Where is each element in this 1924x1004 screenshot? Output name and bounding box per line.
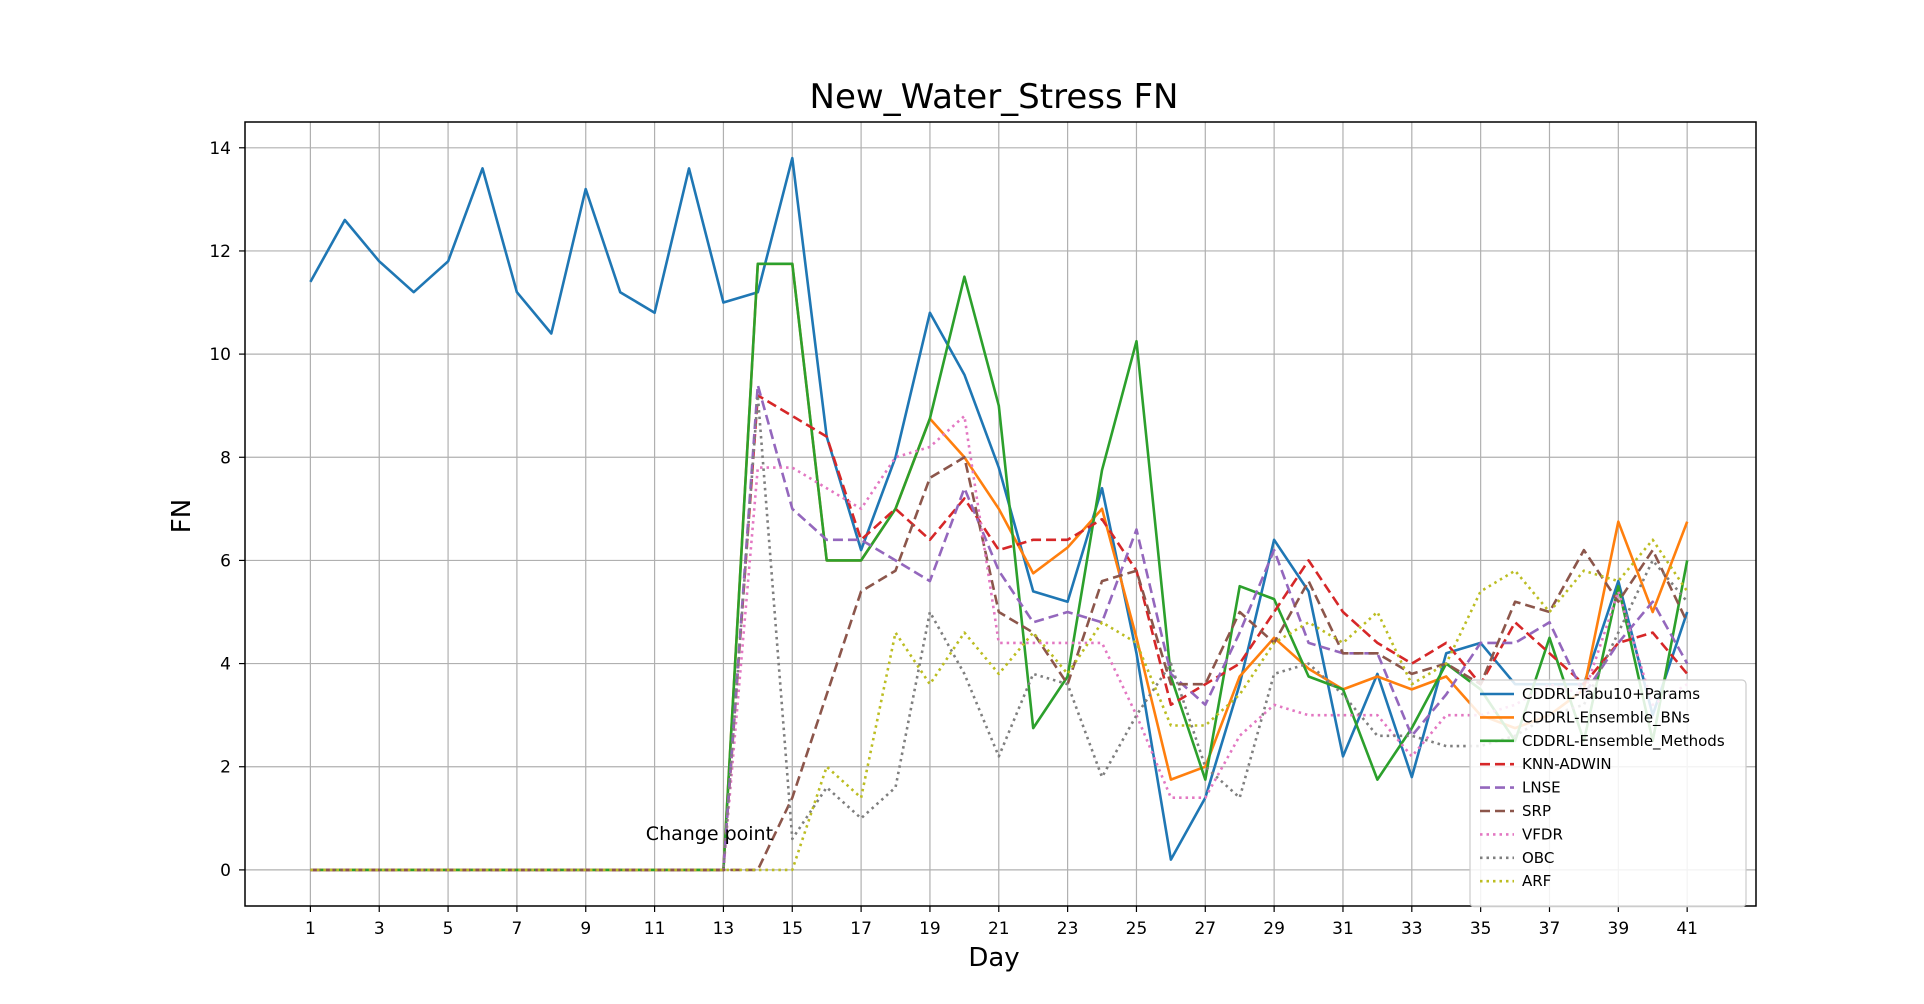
y-tick-label: 8: [220, 448, 231, 468]
y-tick-label: 10: [209, 345, 231, 365]
series-lines: [309, 156, 1689, 872]
x-tick-label: 39: [1608, 919, 1630, 939]
legend-label: CDDRL-Ensemble_Methods: [1522, 732, 1725, 751]
chart-title: New_Water_Stress FN: [810, 77, 1179, 117]
y-tick-label: 12: [209, 242, 231, 262]
legend: CDDRL-Tabu10+Params CDDRL-Ensemble_BNs CDD…: [1469, 679, 1747, 908]
x-tick-label: 3: [374, 919, 385, 939]
y-tick-label: 6: [220, 551, 231, 571]
x-tick-label: 23: [1057, 919, 1079, 939]
legend-label: OBC: [1522, 849, 1554, 867]
x-tick-label: 37: [1539, 919, 1561, 939]
axis-ticks: 1 3 5 7 9 11 13 15 17 19 21 23 25 27 29 31 33 35 37 39 41024…: [209, 139, 1698, 939]
x-tick-label: 13: [713, 919, 735, 939]
x-tick-label: 17: [850, 919, 872, 939]
legend-label: LNSE: [1522, 779, 1561, 797]
x-tick-label: 7: [511, 919, 522, 939]
legend-label: VFDR: [1522, 825, 1563, 843]
x-tick-label: 21: [988, 919, 1010, 939]
legend-label: CDDRL-Tabu10+Params: [1522, 685, 1700, 703]
series-line-9: [310, 538, 1689, 872]
y-tick-label: 0: [220, 861, 231, 881]
legend-label: ARF: [1522, 872, 1551, 890]
x-tick-label: 33: [1401, 919, 1423, 939]
x-tick-label: 29: [1263, 919, 1285, 939]
x-tick-label: 35: [1470, 919, 1492, 939]
x-axis-label: Day: [968, 943, 1019, 973]
x-tick-label: 19: [919, 919, 941, 939]
x-tick-label: 31: [1332, 919, 1354, 939]
x-tick-label: 41: [1676, 919, 1698, 939]
y-axis-label: FN: [167, 499, 197, 533]
y-tick-label: 2: [220, 758, 231, 778]
change-point-annotation: Change point: [646, 823, 773, 845]
legend-label: CDDRL-Ensemble_BNs: [1522, 708, 1690, 727]
legend-label: SRP: [1522, 802, 1551, 820]
x-tick-label: 5: [443, 919, 454, 939]
x-tick-label: 15: [781, 919, 803, 939]
x-tick-label: 27: [1194, 919, 1216, 939]
legend-label: KNN-ADWIN: [1522, 755, 1612, 773]
x-tick-label: 25: [1126, 919, 1148, 939]
x-tick-label: 11: [644, 919, 666, 939]
y-tick-label: 4: [220, 655, 231, 675]
legend-box: [1469, 679, 1747, 908]
x-tick-label: 9: [580, 919, 591, 939]
y-tick-label: 14: [209, 139, 231, 159]
plot-frame: [244, 121, 1757, 907]
series-line-1: [309, 156, 1689, 861]
x-tick-label: 1: [305, 919, 316, 939]
